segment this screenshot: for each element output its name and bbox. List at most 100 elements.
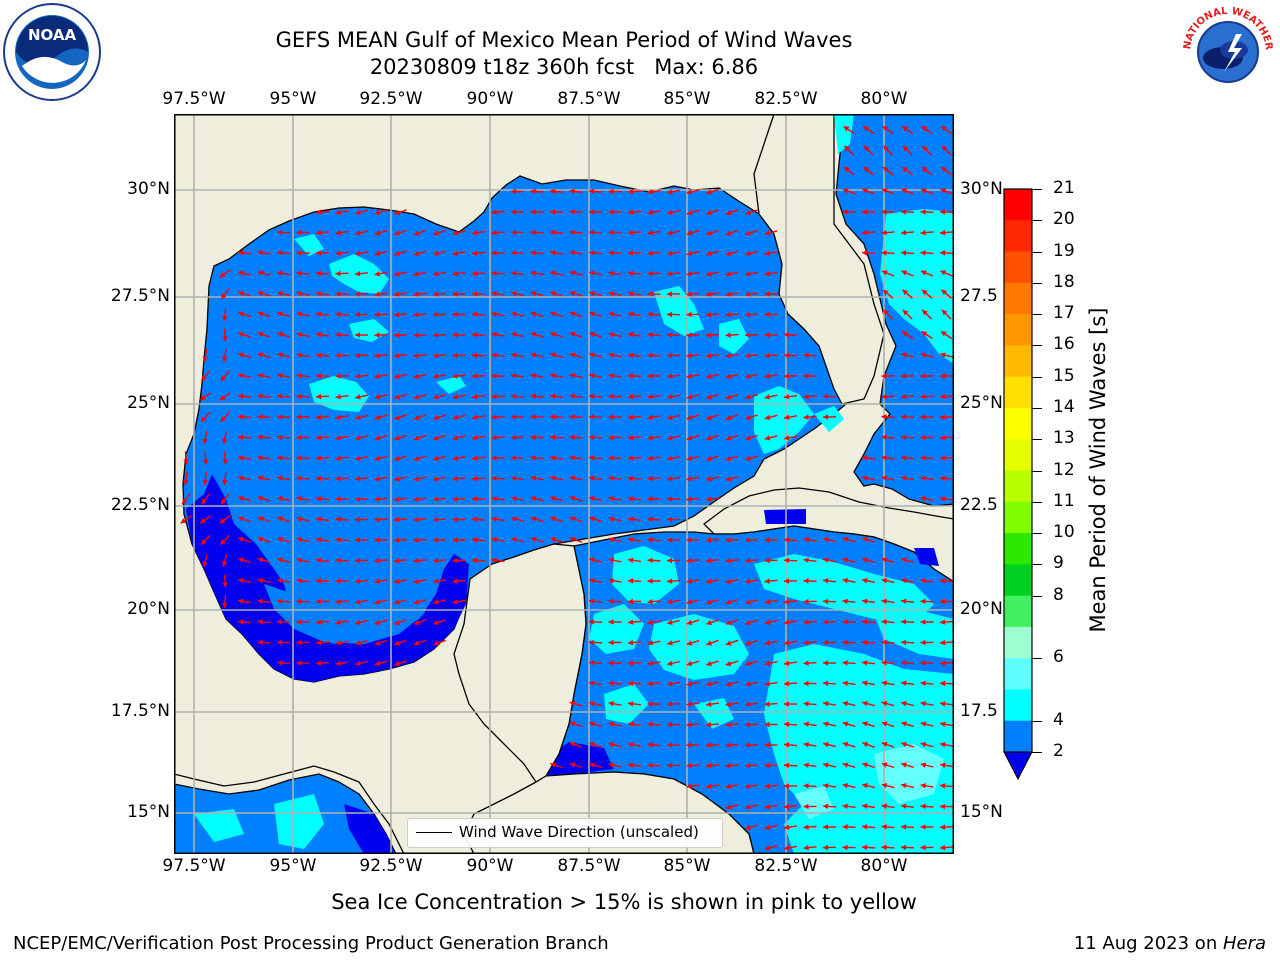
wind-arrow-head [589,495,595,502]
wind-arrow-head [550,536,557,543]
wind-arrow-head [550,188,556,195]
wind-arrow-head [511,496,517,502]
wind-arrow-head [335,311,341,318]
wind-arrow-head [413,599,420,605]
wind-arrow-head [940,188,947,194]
wind-arrow-head [686,599,693,605]
wind-arrow-head [257,475,264,481]
wind-arrow-head [413,373,420,379]
wind-arrow-head [296,331,303,338]
wind-arrow-head [608,516,615,522]
wind-arrow-head [667,311,673,318]
yucatan-peninsula [453,543,587,783]
wind-arrow-head [569,475,576,481]
wind-arrow-head [941,145,948,152]
wind-arrow-head [920,762,927,768]
wind-arrow-head [647,619,653,625]
wind-arrow-head [725,783,731,789]
wind-arrow-head [881,619,887,625]
wind-arrow-head [803,414,809,420]
wind-arrow-head [842,619,848,625]
wind-arrow-head [920,414,926,420]
wind-arrow-head [569,741,576,748]
wind-arrow-head [433,435,439,441]
wind-arrow-head [920,229,926,236]
wind-arrow-head [355,660,361,667]
wind-arrow-head [394,271,400,277]
period-6-8-patches [794,744,944,819]
colorbar-segment [1004,470,1032,503]
wind-arrow-head [745,455,751,462]
colorbar-tick-label: 6 [1053,647,1064,668]
lon-tick-bottom: 95°W [269,856,317,876]
wind-arrow-head [902,126,908,132]
wind-arrow-head [238,373,244,379]
wind-arrow-head [745,435,751,441]
colorbar-segment [1004,720,1032,753]
wind-arrow-head [901,721,907,727]
wind-arrow-head [628,721,634,727]
wind-arrow-head [472,435,478,441]
wind-arrow-head [530,290,537,297]
wind-arrow-head [940,270,947,276]
wind-arrow-head [901,229,907,236]
wind-arrow-head [803,352,809,359]
wind-arrow-head [511,516,517,522]
wind-arrow-head [881,577,888,584]
wind-arrow-head [608,578,614,584]
wind-arrow-head [764,250,771,256]
wind-arrow-head [940,229,946,236]
wind-arrow-head [667,414,673,421]
map-subtitle: 20230809 t18z 360h fcst Max: 6.86 [369,55,759,79]
wind-arrow-head [883,145,889,152]
wind-arrow-head [589,270,595,276]
wind-arrow-head [881,762,888,768]
wind-arrow-head [686,681,693,687]
wind-arrow-head [686,578,692,584]
wind-arrow-head [316,270,322,277]
wind-arrow-head [667,250,673,256]
wind-arrow-head [764,537,770,543]
wind-arrow-head [940,250,946,256]
wind-arrow-head [550,434,556,441]
wind-arrow-head [803,639,809,646]
wind-arrow-head [511,536,517,543]
wind-arrow-head [628,742,634,748]
wind-arrow-head [667,762,673,769]
wind-arrow-head [394,476,400,482]
wind-arrow-head [920,741,927,748]
wind-arrow-head [706,352,712,359]
wind-arrow-head [784,783,790,789]
wind-arrow-head [238,270,244,276]
wind-arrow-head [413,414,420,421]
wind-arrow-head [355,578,361,584]
wind-arrow-head [200,539,207,545]
wind-arrow-head [413,496,419,502]
wind-arrow-head [628,762,634,768]
wind-arrow-head [491,373,497,379]
wind-arrow-head [745,599,751,605]
wind-arrow-head [296,619,302,625]
wind-arrow-head [530,270,537,276]
wind-arrow-head [355,250,361,256]
lat-tick-right: 15°N [960,802,1003,822]
wind-arrow-head [725,804,732,810]
wind-arrow-head [862,598,868,605]
wind-arrow-head [686,783,692,789]
wind-arrow-head [862,844,868,851]
wind-arrow-head [823,741,829,748]
wind-arrow-head [901,209,907,215]
wind-arrow-head [335,414,342,420]
wind-arrow-head [823,824,829,830]
wind-arrow-head [863,126,869,132]
period-4-6-patches-pacific [194,794,324,849]
wind-arrow-head [433,578,439,584]
wind-arrow-head [530,188,536,195]
wind-arrow-head [842,188,849,194]
lat-tick-left: 20°N [127,599,170,619]
wind-arrow-head [335,230,341,236]
wind-arrow-head [686,189,693,195]
wind-arrow-head [550,455,556,461]
wind-arrow-head [901,578,907,584]
wind-arrow-head [667,230,673,236]
